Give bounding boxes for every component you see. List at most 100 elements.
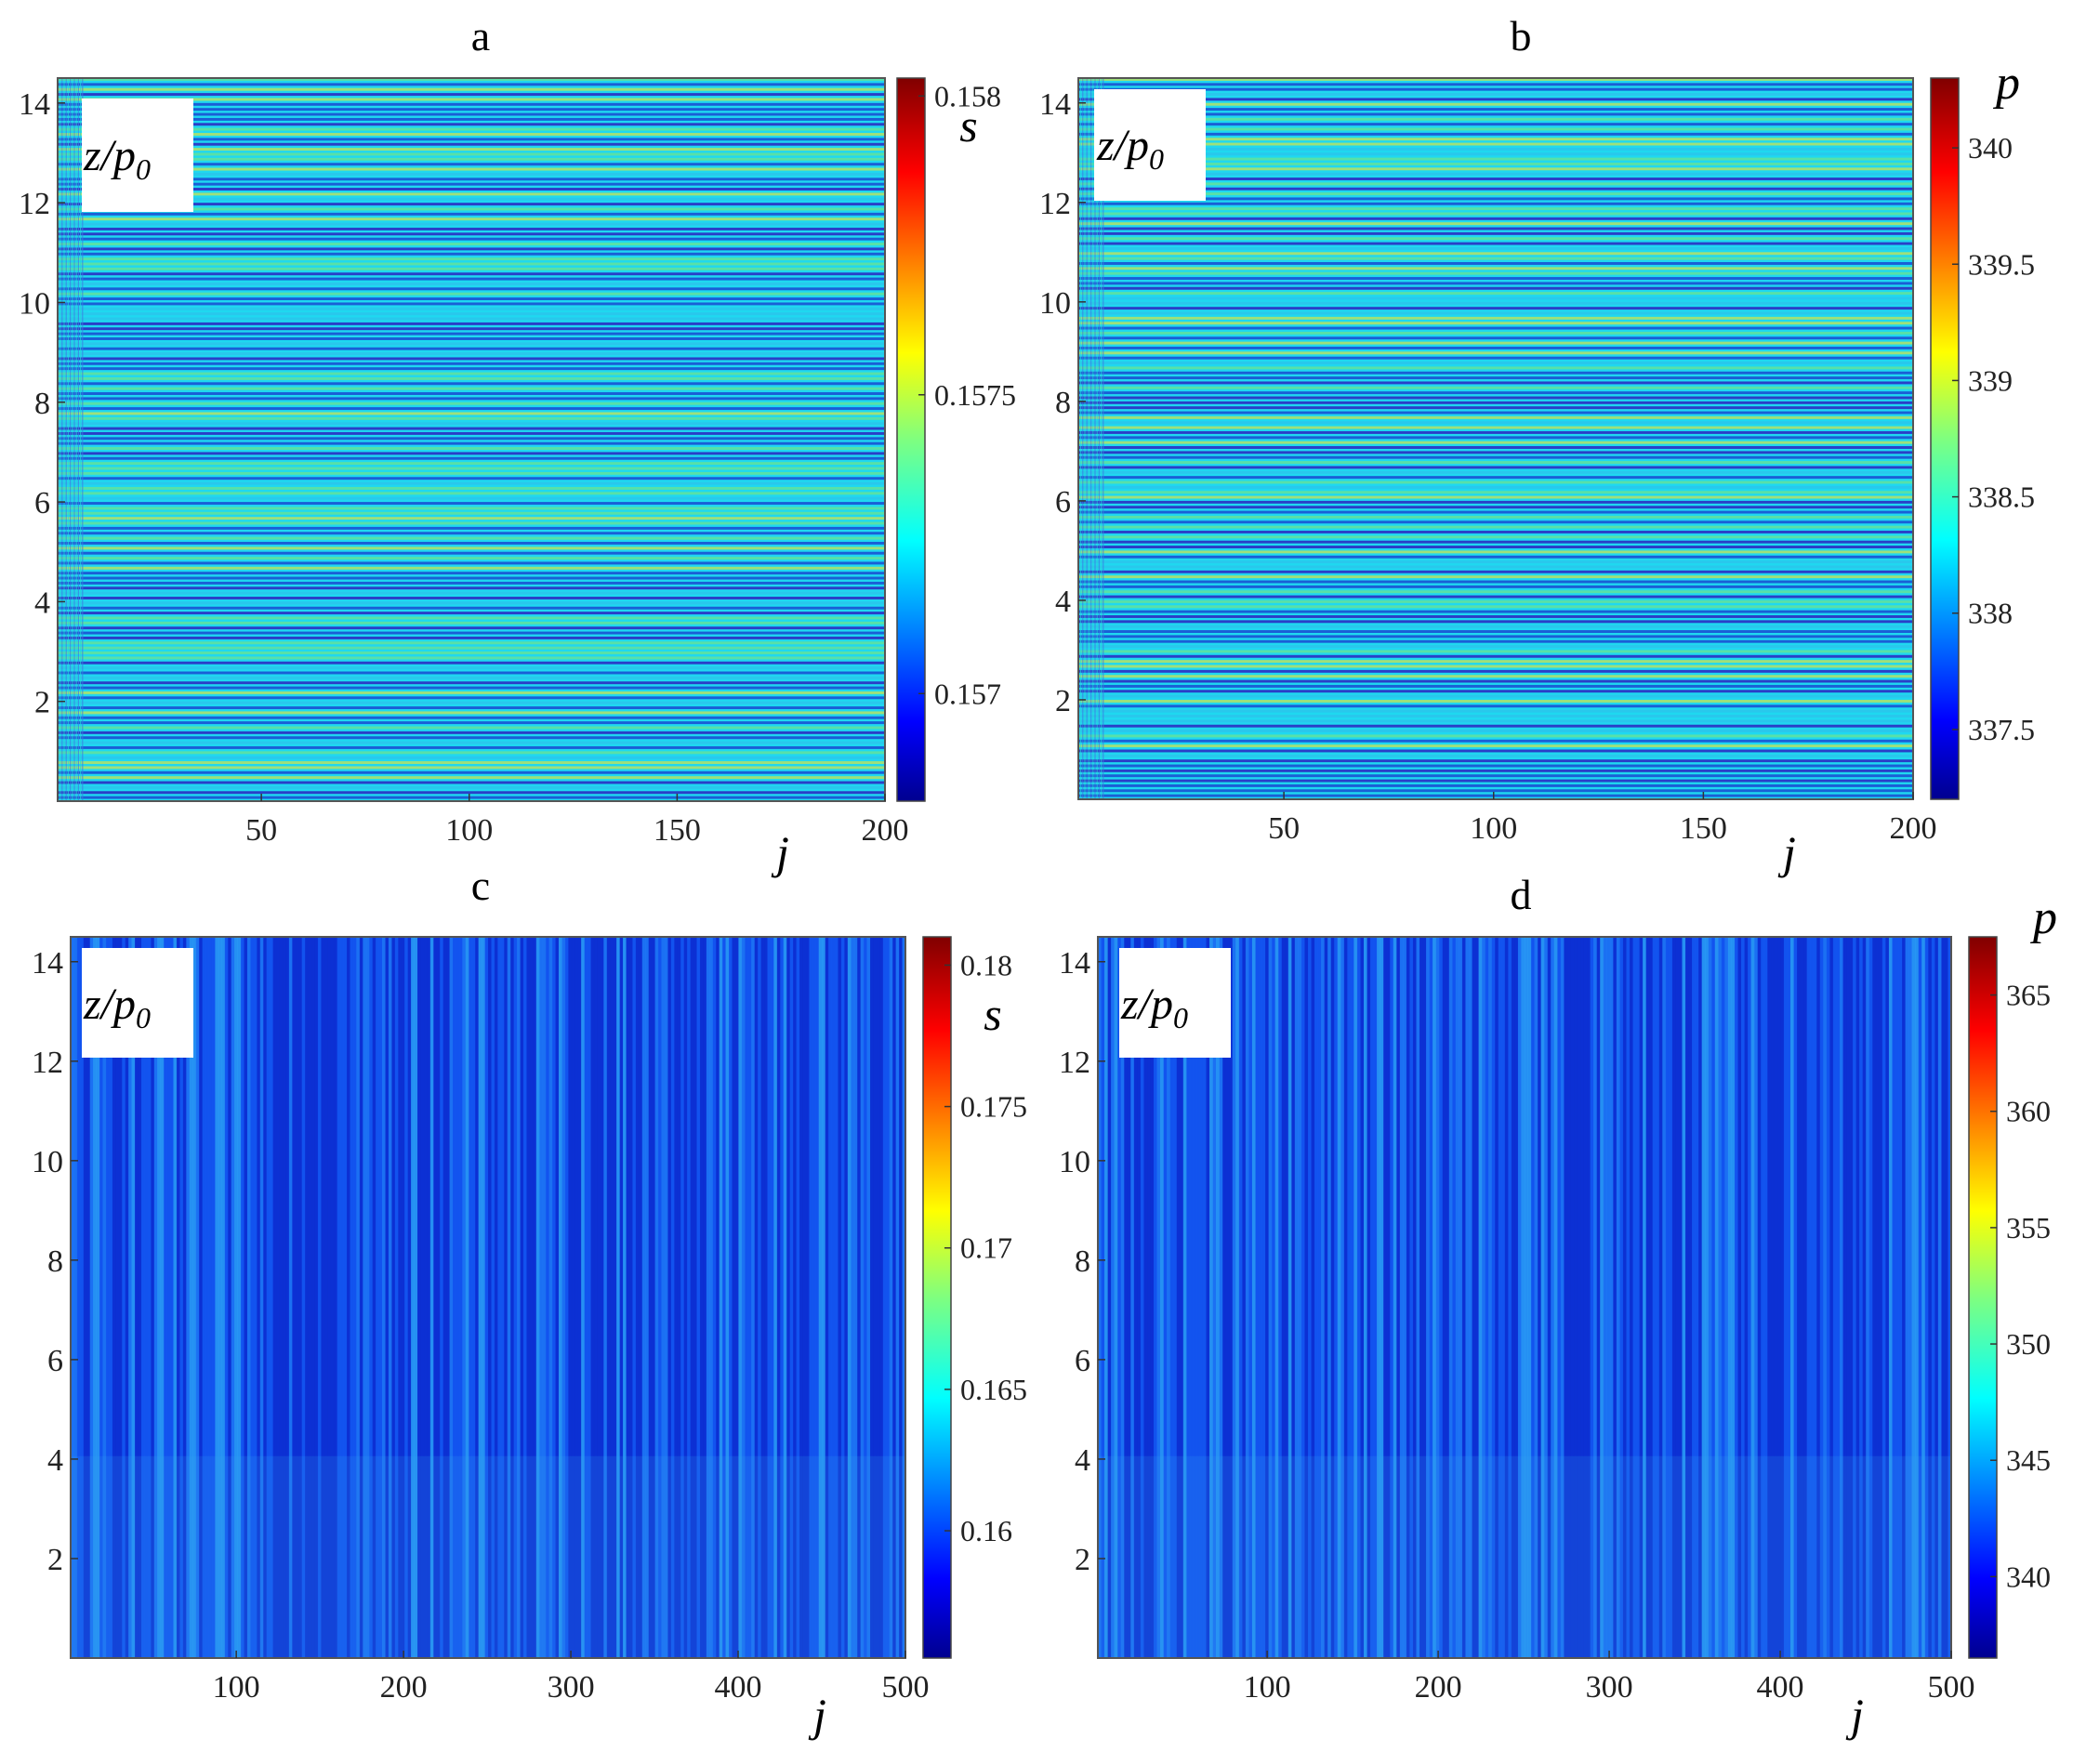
heatmap-stripe bbox=[401, 937, 405, 1658]
heatmap-band bbox=[1078, 675, 1913, 678]
heatmap-band bbox=[58, 467, 885, 470]
panel-c-xlabel: j bbox=[808, 1689, 826, 1741]
heatmap-band bbox=[1078, 426, 1913, 429]
heatmap-band bbox=[1078, 178, 1913, 180]
heatmap-stripe bbox=[1475, 937, 1479, 1658]
heatmap-stripe bbox=[1098, 937, 1102, 1658]
colorbar-tick-label: 340 bbox=[1968, 131, 2013, 165]
heatmap-band bbox=[58, 691, 885, 694]
y-tick-label: 12 bbox=[1039, 187, 1071, 221]
heatmap-stripe bbox=[1692, 937, 1696, 1658]
heatmap-stripe bbox=[1829, 937, 1834, 1658]
heatmap-band bbox=[1078, 491, 1913, 494]
heatmap-stripe bbox=[440, 937, 444, 1658]
heatmap-stripe bbox=[1195, 937, 1200, 1658]
heatmap-stripe bbox=[1433, 937, 1437, 1658]
panel-c-frame bbox=[70, 936, 906, 1659]
heatmap-band bbox=[1078, 470, 1913, 474]
panel-c-y-ticks: 2 4 6 8 10 12 14 bbox=[32, 946, 78, 1577]
heatmap-stripe bbox=[825, 937, 829, 1658]
heatmap-stripe bbox=[1435, 937, 1440, 1658]
heatmap-band bbox=[58, 785, 885, 789]
heatmap-edge-stripe bbox=[80, 78, 82, 801]
heatmap-stripe bbox=[475, 937, 480, 1658]
heatmap-band bbox=[58, 541, 885, 545]
heatmap-band bbox=[58, 352, 885, 356]
heatmap-stripe bbox=[1688, 937, 1693, 1658]
heatmap-stripe bbox=[1386, 937, 1391, 1658]
heatmap-stripe bbox=[879, 937, 884, 1658]
heatmap-stripe bbox=[677, 937, 681, 1658]
panel-d-y-ticks: 2 4 6 8 10 12 14 bbox=[1059, 946, 1105, 1577]
heatmap-stripe bbox=[1186, 937, 1191, 1658]
heatmap-band bbox=[1078, 789, 1913, 793]
heatmap-band bbox=[58, 731, 885, 734]
colorbar-tick-label: 0.158 bbox=[934, 79, 1001, 112]
heatmap-stripe bbox=[1501, 937, 1506, 1658]
heatmap-stripe bbox=[1855, 937, 1860, 1658]
panel-b-xlabel: j bbox=[1777, 826, 1796, 878]
heatmap-stripe bbox=[1587, 937, 1591, 1658]
heatmap-band bbox=[58, 192, 885, 196]
panel-a-colorbar bbox=[897, 78, 925, 801]
heatmap-band bbox=[58, 496, 885, 500]
heatmap-stripe bbox=[639, 937, 643, 1658]
heatmap-band bbox=[58, 681, 885, 685]
heatmap-stripe bbox=[482, 937, 485, 1658]
heatmap-stripe bbox=[606, 937, 611, 1658]
heatmap-stripe bbox=[1750, 937, 1755, 1658]
heatmap-stripe bbox=[1776, 937, 1781, 1658]
heatmap-stripe bbox=[1895, 937, 1899, 1658]
heatmap-band bbox=[1078, 93, 1913, 96]
heatmap-stripe bbox=[1643, 937, 1647, 1658]
y-tick-label: 4 bbox=[34, 586, 50, 620]
heatmap-stripe bbox=[1265, 937, 1269, 1658]
heatmap-stripe bbox=[1127, 937, 1131, 1658]
heatmap-band bbox=[58, 751, 885, 755]
heatmap-band bbox=[58, 612, 885, 615]
heatmap-stripe bbox=[1675, 937, 1680, 1658]
heatmap-band bbox=[1078, 376, 1913, 380]
heatmap-band bbox=[1078, 679, 1913, 683]
heatmap-band bbox=[1078, 759, 1913, 763]
heatmap-stripe bbox=[1399, 937, 1404, 1658]
heatmap-stripe bbox=[192, 937, 197, 1658]
heatmap-stripe bbox=[1229, 937, 1234, 1658]
heatmap-band bbox=[1078, 525, 1913, 529]
y-tick-label: 6 bbox=[1075, 1344, 1090, 1378]
heatmap-stripe bbox=[221, 937, 226, 1658]
heatmap-band bbox=[58, 108, 885, 112]
y-tick-label: 10 bbox=[19, 286, 50, 321]
heatmap-band bbox=[58, 532, 885, 535]
heatmap-stripe bbox=[1242, 937, 1247, 1658]
heatmap-stripe bbox=[1695, 937, 1699, 1658]
heatmap-stripe bbox=[870, 937, 874, 1658]
heatmap-edge-stripe bbox=[1090, 78, 1092, 799]
heatmap-band bbox=[58, 227, 885, 230]
colorbar-tick-label: 0.175 bbox=[960, 1090, 1027, 1124]
panel-c-x-ticks: 100 200 300 400 500 bbox=[213, 1651, 930, 1705]
heatmap-band bbox=[1078, 480, 1913, 484]
heatmap-stripe bbox=[153, 937, 158, 1658]
heatmap-band bbox=[58, 402, 885, 405]
heatmap-band bbox=[1078, 669, 1913, 673]
heatmap-band bbox=[1078, 476, 1913, 480]
heatmap-edge-stripe bbox=[72, 78, 73, 801]
heatmap-stripe bbox=[661, 937, 666, 1658]
heatmap-band bbox=[1078, 296, 1913, 300]
heatmap-stripe bbox=[1209, 937, 1213, 1658]
heatmap-band bbox=[58, 207, 885, 211]
heatmap-stripe bbox=[754, 937, 759, 1658]
heatmap-band bbox=[1078, 222, 1913, 226]
heatmap-stripe bbox=[729, 937, 733, 1658]
heatmap-stripe bbox=[138, 937, 142, 1658]
heatmap-stripe bbox=[170, 937, 174, 1658]
heatmap-stripe bbox=[522, 937, 527, 1658]
heatmap-band bbox=[1078, 639, 1913, 643]
heatmap-band bbox=[1078, 599, 1913, 603]
heatmap-band bbox=[1078, 142, 1913, 146]
heatmap-stripe bbox=[157, 937, 162, 1658]
heatmap-stripe bbox=[902, 937, 906, 1658]
heatmap-stripe bbox=[1544, 937, 1549, 1658]
heatmap-band bbox=[58, 272, 885, 276]
